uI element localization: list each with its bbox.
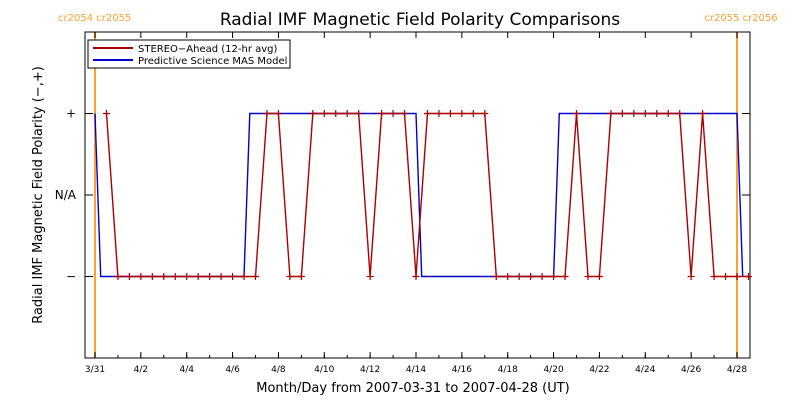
data-point-stereo-ahead-12-hr-avg-23: [366, 273, 374, 280]
data-point-stereo-ahead-12-hr-avg-49: [664, 110, 672, 117]
y-axis-label: Radial IMF Magnetic Field Polarity (−,+): [31, 66, 46, 324]
x-tick-label: 4/26: [681, 365, 701, 375]
data-point-stereo-ahead-12-hr-avg-17: [297, 273, 305, 280]
y-tick-label: N/A: [55, 188, 77, 202]
data-point-stereo-ahead-12-hr-avg-54: [722, 273, 730, 280]
data-point-stereo-ahead-12-hr-avg-8: [194, 273, 202, 280]
y-tick-label: −: [66, 270, 76, 284]
x-tick-label: 4/4: [179, 365, 194, 375]
data-point-stereo-ahead-12-hr-avg-24: [378, 110, 386, 117]
axes: 3/31 4/2 4/4 4/6 4/8 4/10 4/12 4/14 4/16 4/18 4/20…: [55, 31, 751, 375]
data-point-stereo-ahead-12-hr-avg-0: [102, 110, 110, 117]
chart-title: Radial IMF Magnetic Field Polarity Compa…: [220, 10, 620, 30]
data-point-stereo-ahead-12-hr-avg-21: [343, 110, 351, 117]
data-point-stereo-ahead-12-hr-avg-29: [435, 110, 443, 117]
data-point-stereo-ahead-12-hr-avg-3: [137, 273, 145, 280]
carrington-marker-label-0: cr2054 cr2055: [58, 13, 131, 24]
x-tick-label: 4/20: [543, 365, 563, 375]
legend-box: [87, 39, 291, 69]
series-line-predictive-science-mas-model: [94, 112, 744, 278]
data-point-stereo-ahead-12-hr-avg-27: [412, 273, 420, 280]
data-point-stereo-ahead-12-hr-avg-42: [584, 273, 592, 280]
legend-label-mas-model: Predictive Science MAS Model: [138, 56, 287, 67]
legend-label-stereo-ahead: STEREO−Ahead (12-hr avg): [138, 44, 278, 55]
x-tick-label: 4/10: [314, 365, 334, 375]
data-point-stereo-ahead-12-hr-avg-18: [309, 110, 317, 117]
x-tick-label: 4/24: [635, 365, 655, 375]
data-point-stereo-ahead-12-hr-avg-55: [733, 273, 741, 280]
data-point-stereo-ahead-12-hr-avg-45: [618, 110, 626, 117]
legend: STEREO−Ahead (12-hr avg) Predictive Scie…: [87, 39, 291, 69]
data-point-stereo-ahead-12-hr-avg-31: [458, 110, 466, 117]
data-point-stereo-ahead-12-hr-avg-16: [286, 273, 294, 280]
data-point-stereo-ahead-12-hr-avg-1: [114, 273, 122, 280]
data-point-stereo-ahead-12-hr-avg-30: [446, 110, 454, 117]
y-tick-label: +: [66, 107, 76, 121]
data-point-stereo-ahead-12-hr-avg-41: [573, 110, 580, 117]
data-point-stereo-ahead-12-hr-avg-9: [206, 273, 214, 280]
x-tick-label: 4/8: [271, 365, 286, 375]
carrington-markers: cr2054 cr2055 cr2055 cr2056: [58, 13, 778, 358]
data-point-stereo-ahead-12-hr-avg-20: [332, 110, 340, 117]
data-point-stereo-ahead-12-hr-avg-35: [504, 273, 512, 280]
data-point-stereo-ahead-12-hr-avg-36: [515, 273, 523, 280]
data-point-stereo-ahead-12-hr-avg-25: [389, 110, 397, 117]
series: [94, 110, 752, 280]
x-tick-label: 4/14: [406, 365, 426, 375]
x-tick-label: 4/18: [498, 365, 518, 375]
data-point-stereo-ahead-12-hr-avg-6: [171, 273, 179, 280]
data-point-stereo-ahead-12-hr-avg-11: [229, 273, 237, 280]
data-point-stereo-ahead-12-hr-avg-2: [125, 273, 133, 280]
x-tick-label: 4/22: [589, 365, 609, 375]
data-point-stereo-ahead-12-hr-avg-15: [274, 110, 282, 117]
data-point-stereo-ahead-12-hr-avg-12: [240, 273, 248, 280]
data-point-stereo-ahead-12-hr-avg-56: [744, 273, 752, 280]
data-point-stereo-ahead-12-hr-avg-52: [699, 110, 707, 117]
x-tick-label: 4/2: [134, 365, 148, 375]
x-tick-label: 4/12: [360, 365, 380, 375]
data-point-stereo-ahead-12-hr-avg-19: [320, 110, 328, 117]
data-point-stereo-ahead-12-hr-avg-51: [687, 273, 695, 280]
data-point-stereo-ahead-12-hr-avg-40: [561, 273, 569, 280]
data-point-stereo-ahead-12-hr-avg-50: [676, 110, 684, 117]
data-point-stereo-ahead-12-hr-avg-37: [527, 273, 535, 280]
data-point-stereo-ahead-12-hr-avg-33: [481, 110, 489, 117]
data-point-stereo-ahead-12-hr-avg-32: [469, 110, 477, 117]
data-point-stereo-ahead-12-hr-avg-22: [355, 110, 363, 117]
data-point-stereo-ahead-12-hr-avg-48: [653, 110, 661, 117]
data-point-stereo-ahead-12-hr-avg-4: [148, 273, 156, 280]
x-tick-label: 4/16: [452, 365, 472, 375]
x-tick-label: 4/28: [727, 365, 747, 375]
x-tick-label: 3/31: [85, 365, 105, 375]
data-point-stereo-ahead-12-hr-avg-53: [710, 273, 718, 280]
data-point-stereo-ahead-12-hr-avg-43: [595, 273, 603, 280]
carrington-marker-label-1: cr2055 cr2056: [704, 13, 777, 24]
x-tick-label: 4/6: [225, 365, 240, 375]
series-line-stereo-ahead-12-hr-avg: [105, 112, 749, 278]
plot-frame: [84, 31, 751, 359]
data-point-stereo-ahead-12-hr-avg-26: [401, 110, 409, 117]
data-point-stereo-ahead-12-hr-avg-39: [550, 273, 558, 280]
x-axis-label: Month/Day from 2007-03-31 to 2007-04-28 …: [256, 381, 569, 396]
data-point-stereo-ahead-12-hr-avg-13: [252, 273, 259, 280]
data-point-stereo-ahead-12-hr-avg-38: [538, 273, 546, 280]
data-point-stereo-ahead-12-hr-avg-46: [630, 110, 638, 117]
data-point-stereo-ahead-12-hr-avg-7: [183, 273, 191, 280]
data-point-stereo-ahead-12-hr-avg-10: [217, 273, 225, 280]
data-point-stereo-ahead-12-hr-avg-28: [423, 110, 431, 117]
data-point-stereo-ahead-12-hr-avg-5: [160, 273, 168, 280]
data-point-stereo-ahead-12-hr-avg-44: [607, 110, 615, 117]
data-point-stereo-ahead-12-hr-avg-14: [263, 110, 271, 117]
data-point-stereo-ahead-12-hr-avg-47: [641, 110, 649, 117]
data-point-stereo-ahead-12-hr-avg-34: [492, 273, 500, 280]
